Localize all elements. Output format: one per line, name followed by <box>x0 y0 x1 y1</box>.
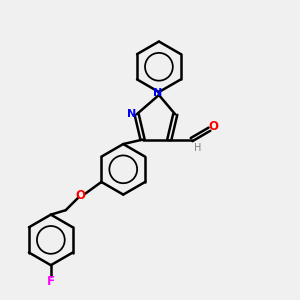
Text: O: O <box>76 189 85 202</box>
Text: H: H <box>194 143 201 153</box>
Text: F: F <box>47 275 55 288</box>
Text: N: N <box>127 109 136 119</box>
Text: N: N <box>153 88 162 98</box>
Text: O: O <box>208 120 218 133</box>
